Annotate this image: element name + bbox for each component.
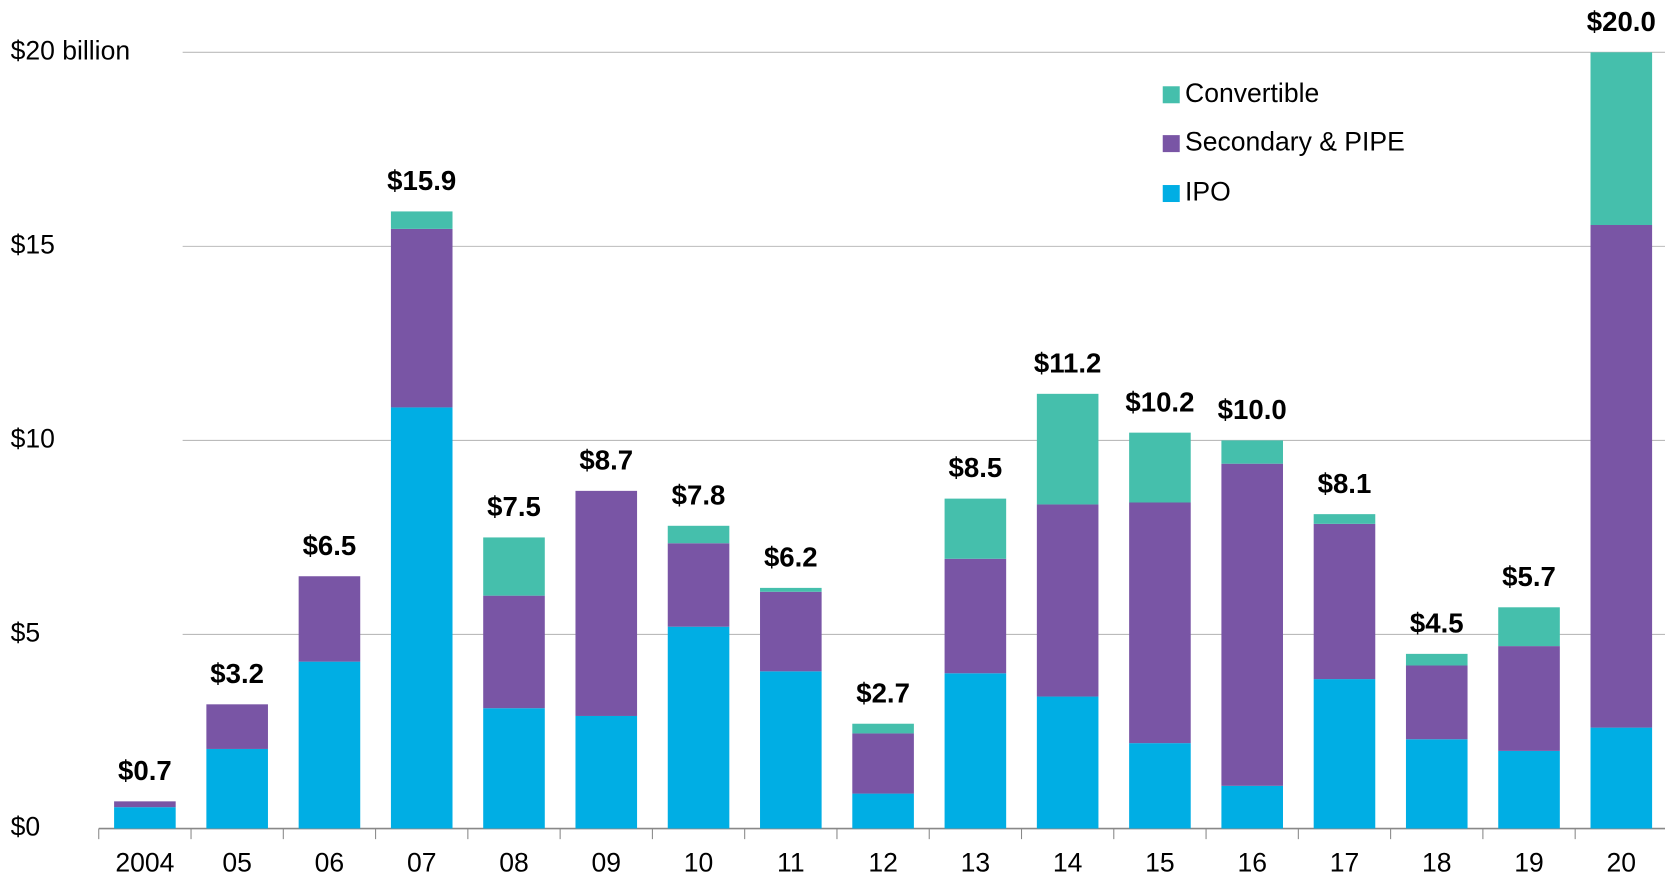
- y-tick-label: $20 billion: [11, 35, 130, 65]
- bar-segment: [1498, 607, 1560, 647]
- bar-segment: [483, 708, 545, 829]
- total-label: $6.5: [303, 530, 357, 561]
- x-tick-label: 13: [961, 848, 991, 878]
- x-tick-label: 10: [684, 848, 714, 878]
- total-label: $20.0: [1587, 6, 1656, 37]
- y-tick-label: $5: [11, 617, 41, 647]
- bar-segment: [390, 228, 453, 408]
- legend-swatch: [1162, 135, 1180, 153]
- x-tick-label: 09: [592, 848, 622, 878]
- total-label: $8.1: [1318, 468, 1372, 499]
- bar-segment: [1590, 52, 1653, 226]
- bar-segment: [298, 661, 361, 829]
- y-tick-label: $0: [11, 812, 41, 842]
- total-label: $10.0: [1218, 394, 1287, 425]
- bar-segment: [206, 748, 268, 829]
- x-tick-label: 08: [499, 848, 529, 878]
- bar-segment: [1129, 432, 1191, 503]
- total-label: $3.2: [210, 658, 264, 689]
- bar-segment: [298, 576, 361, 662]
- bar-segment: [114, 807, 176, 829]
- bar-segment: [1590, 225, 1653, 728]
- total-label: $15.9: [387, 165, 456, 196]
- bar-segment: [1221, 463, 1283, 786]
- bar-segment: [1313, 523, 1376, 680]
- total-label: $2.7: [856, 677, 910, 708]
- bar-segment: [1313, 679, 1376, 829]
- total-label: $6.2: [764, 542, 818, 573]
- x-tick-label: 14: [1053, 848, 1083, 878]
- bar-segment: [390, 407, 453, 829]
- bar-segment: [944, 498, 1007, 559]
- x-tick-label: 07: [407, 848, 437, 878]
- bar-segment: [1590, 727, 1653, 829]
- bar-segment: [760, 671, 822, 829]
- total-label: $7.8: [672, 479, 726, 510]
- bar-segment: [760, 587, 822, 592]
- bar-segment: [944, 673, 1007, 829]
- total-label: $8.5: [949, 452, 1003, 483]
- total-label: $8.7: [579, 444, 633, 475]
- bar-segment: [667, 626, 730, 829]
- total-label: $5.7: [1502, 561, 1556, 592]
- bar-segment: [667, 525, 730, 544]
- bar-segment: [852, 723, 914, 734]
- x-tick-label: 2004: [115, 848, 174, 878]
- bar-segment: [1221, 440, 1283, 464]
- bar-segment: [852, 733, 914, 794]
- total-label: $0.7: [118, 755, 172, 786]
- bar-segment: [1129, 743, 1191, 829]
- bar-segment: [1405, 653, 1468, 666]
- x-tick-label: 19: [1514, 848, 1544, 878]
- x-tick-label: 17: [1330, 848, 1360, 878]
- legend-label: IPO: [1185, 177, 1231, 207]
- total-label: $7.5: [487, 491, 541, 522]
- x-tick-label: 18: [1422, 848, 1452, 878]
- x-tick-label: 05: [222, 848, 252, 878]
- bar-segment: [575, 490, 638, 716]
- bar-segment: [667, 543, 730, 627]
- bar-segment: [1036, 696, 1099, 829]
- bar-segment: [1498, 646, 1560, 751]
- bar-segment: [1405, 739, 1468, 829]
- legend-label: Secondary & PIPE: [1185, 127, 1405, 157]
- bar-segment: [852, 793, 914, 829]
- x-tick-label: 16: [1237, 848, 1267, 878]
- total-label: $4.5: [1410, 607, 1464, 638]
- x-tick-label: 12: [868, 848, 898, 878]
- bar-segment: [206, 704, 268, 749]
- bar-segment: [1498, 750, 1560, 829]
- x-tick-label: 06: [315, 848, 345, 878]
- bar-segment: [1221, 785, 1283, 829]
- legend-label: Convertible: [1185, 78, 1319, 108]
- bar-segment: [390, 211, 453, 229]
- bar-segment: [944, 558, 1007, 674]
- y-tick-label: $10: [11, 423, 55, 453]
- x-tick-label: 20: [1607, 848, 1637, 878]
- bar-segment: [1129, 502, 1191, 744]
- bar-segment: [483, 537, 545, 596]
- total-label: $11.2: [1034, 347, 1102, 378]
- bar-segment: [114, 801, 176, 808]
- bar-segment: [1405, 665, 1468, 740]
- bar-segment: [483, 595, 545, 709]
- legend-swatch: [1162, 185, 1180, 203]
- bar-segment: [1313, 514, 1376, 524]
- bar-segment: [760, 591, 822, 672]
- x-tick-label: 11: [777, 848, 805, 878]
- bar-segment: [1036, 393, 1099, 505]
- bar-segment: [575, 715, 638, 829]
- total-label: $10.2: [1125, 386, 1194, 417]
- bar-segment: [1036, 504, 1099, 697]
- legend-swatch: [1162, 86, 1180, 104]
- y-tick-label: $15: [11, 229, 55, 259]
- x-tick-label: 15: [1145, 848, 1175, 878]
